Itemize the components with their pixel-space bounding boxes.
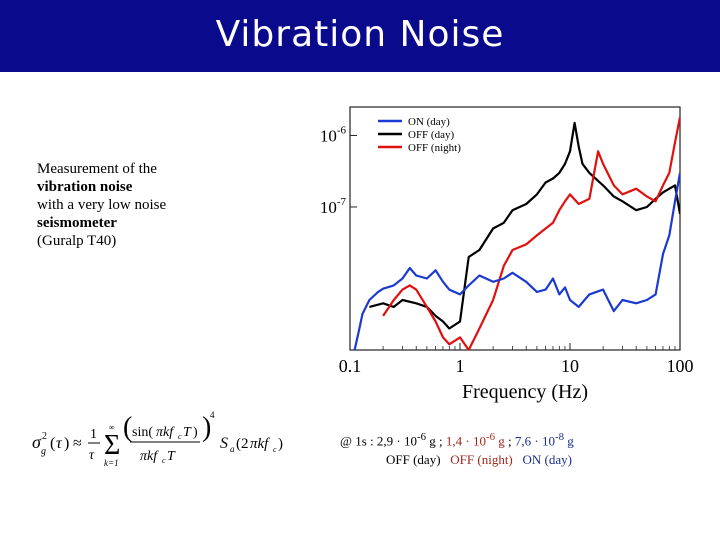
description-line-1: Measurement of the [37,160,267,178]
plot-frame [350,107,680,350]
svg-text:c: c [273,445,277,454]
x-tick-label: 0.1 [339,356,362,376]
description-line-4: seismometer [37,214,267,232]
description-text: Measurement of the vibration noise with … [37,160,267,250]
svg-text:): ) [278,436,283,452]
svg-text:τ: τ [89,448,95,463]
svg-text:S: S [220,435,228,452]
y-tick-label: 10-7 [320,196,347,217]
result-values-line: @ 1s : 2,9 · 10-6 g ; 1,4 · 10-6 g ; 7,6… [340,431,574,449]
result-separator: ; [505,433,515,448]
description-line-2: vibration noise [37,178,267,196]
title-bar: Vibration Noise [0,0,720,72]
description-line-5: (Guralp T40) [37,232,267,250]
on-day-exponent: -8 [555,431,564,443]
on-day-value: 7,6 · 10 [515,433,555,448]
svg-text:sin(: sin( [132,425,153,440]
svg-text:πkf: πkf [156,425,175,440]
svg-text:≈: ≈ [73,435,82,452]
legend-label: OFF (night) [408,142,461,154]
slide-title: Vibration Noise [0,14,720,55]
legend-label: ON (day) [408,116,450,128]
allan-variance-formula: σ 2 g ( τ ) ≈ 1 τ Σ ∞ k=1 ( sin( πkf c T… [28,408,308,480]
x-tick-label: 100 [667,356,694,376]
svg-text:πkf: πkf [250,436,270,452]
svg-text:g: g [41,446,46,457]
x-tick-label: 1 [456,356,465,376]
svg-text:4: 4 [210,410,215,420]
svg-text:(: ( [50,435,55,452]
description-line-3: with a very low noise [37,196,267,214]
off-night-exponent: -6 [486,431,495,443]
y-tick-label: 10-6 [320,124,347,145]
svg-text:1: 1 [90,427,97,442]
svg-text:k=1: k=1 [104,458,119,468]
x-axis-label: Frequency (Hz) [462,381,588,403]
svg-text:Σ: Σ [104,430,120,461]
result-labels-line: OFF (day) OFF (night) ON (day) [386,452,572,468]
off-day-value: 2,9 · 10 [377,433,417,448]
svg-text:πkf: πkf [140,449,159,464]
svg-text:∞: ∞ [109,423,115,432]
svg-text:T: T [167,449,176,464]
x-tick-label: 10 [561,356,579,376]
svg-text:a: a [230,444,235,454]
svg-text:c: c [178,432,182,441]
off-night-unit: g [495,433,505,448]
off-day-exponent: -6 [417,431,426,443]
label-on-day: ON (day) [523,452,572,467]
off-day-unit: g ; [426,433,446,448]
off-night-value: 1,4 · 10 [446,433,486,448]
on-day-unit: g [564,433,574,448]
svg-text:2: 2 [42,431,47,442]
label-off-day: OFF (day) [386,452,441,467]
svg-text:(2: (2 [236,436,249,452]
svg-text:T: T [183,425,192,440]
svg-text:τ: τ [56,435,63,452]
result-prefix: @ 1s : [340,433,377,448]
label-off-night: OFF (night) [450,452,512,467]
svg-text:): ) [193,425,198,440]
svg-text:(: ( [123,412,132,443]
svg-text:): ) [64,435,69,452]
svg-text:c: c [162,456,166,465]
legend-label: OFF (day) [408,129,454,141]
